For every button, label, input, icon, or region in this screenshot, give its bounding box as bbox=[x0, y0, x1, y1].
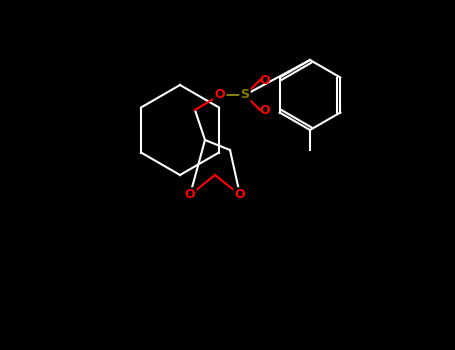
Text: O: O bbox=[260, 104, 270, 117]
Text: O: O bbox=[185, 189, 195, 202]
Text: O: O bbox=[215, 89, 225, 101]
Text: S: S bbox=[241, 89, 249, 101]
Text: O: O bbox=[260, 74, 270, 86]
Text: O: O bbox=[235, 189, 245, 202]
